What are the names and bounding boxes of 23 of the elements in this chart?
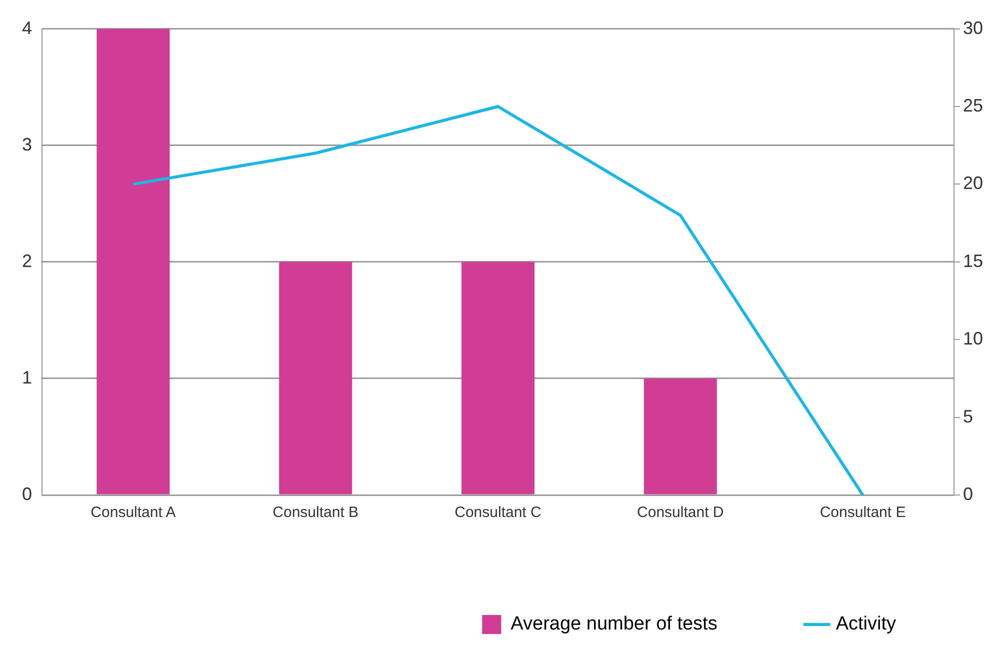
legend-label: Average number of tests	[510, 614, 718, 635]
bar	[644, 378, 717, 494]
y2-tick-label: 0	[962, 484, 973, 504]
x-tick-label: Consultant A	[90, 504, 176, 522]
x-tick-label: Consultant E	[820, 504, 906, 522]
y2-tick-label: 25	[962, 95, 984, 116]
y-tick-label: 1	[22, 367, 32, 388]
y2-tick-label: 30	[962, 18, 984, 38]
x-tick-label: Consultant B	[272, 504, 359, 522]
y-tick-label: 4	[22, 18, 32, 38]
bar	[96, 28, 170, 494]
y2-tick-label: 10	[962, 328, 984, 349]
y-tick-label: 0	[22, 484, 32, 504]
y2-tick-label: 5	[962, 406, 973, 426]
y-tick-label: 3	[22, 134, 32, 154]
x-tick-label: Consultant C	[454, 504, 542, 522]
bar	[279, 262, 352, 494]
y-tick-label: 2	[22, 250, 32, 271]
legend-label: Activity	[836, 614, 896, 635]
y2-tick-label: 15	[962, 250, 984, 271]
x-tick-label: Consultant D	[637, 504, 724, 522]
y2-tick-label: 20	[962, 173, 984, 194]
bar	[462, 262, 534, 494]
